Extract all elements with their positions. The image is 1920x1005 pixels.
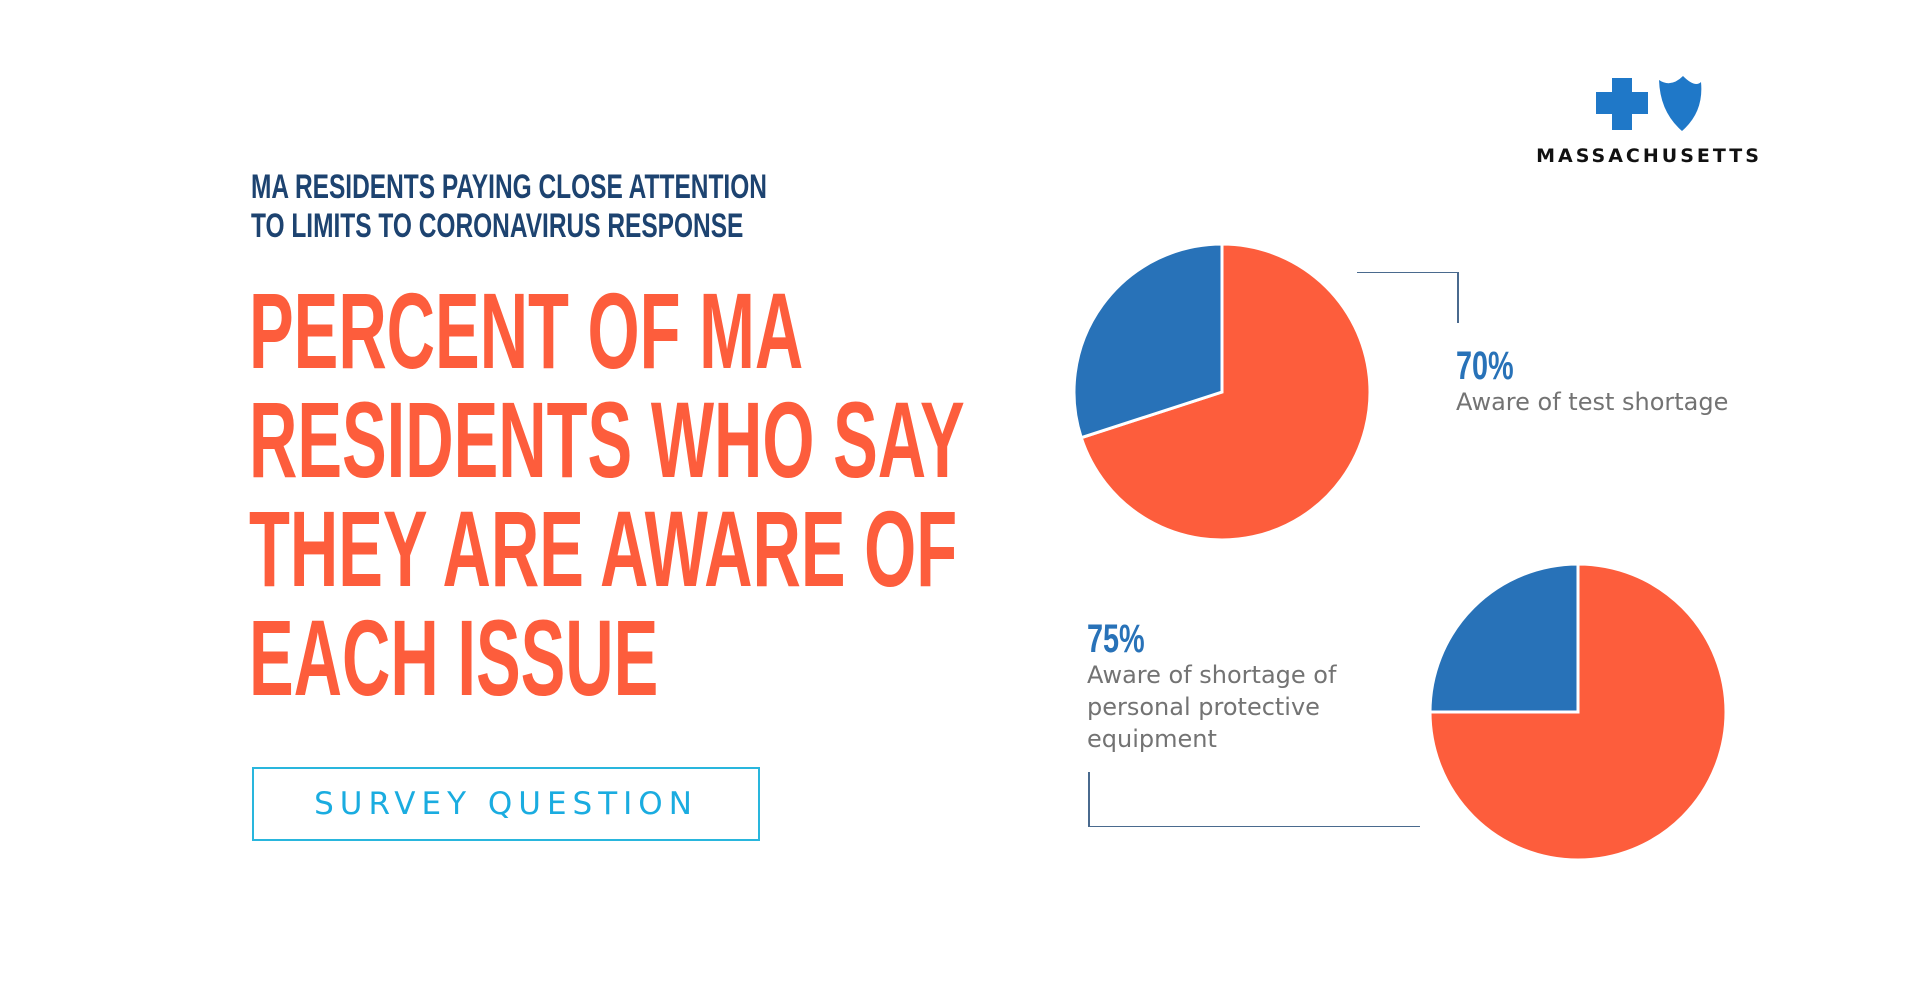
pie-chart-ppe-shortage (1428, 562, 1728, 862)
subtitle-line: MA RESIDENTS PAYING CLOSE ATTENTION (251, 168, 767, 206)
stat-label-test-shortage: Aware of test shortage (1456, 388, 1729, 416)
logo-icons (1596, 76, 1702, 131)
subtitle: MA RESIDENTS PAYING CLOSE ATTENTION TO L… (251, 168, 767, 246)
cross-icon (1596, 78, 1648, 130)
title-line: THEY ARE AWARE OF (249, 488, 958, 609)
pie-slice-not-aware (1072, 242, 1224, 440)
title-line: EACH ISSUE (249, 597, 659, 718)
stat-label-ppe-shortage: Aware of shortage of personal protective… (1087, 659, 1336, 755)
subtitle-line: TO LIMITS TO CORONAVIRUS RESPONSE (251, 207, 744, 245)
survey-question-label: SURVEY QUESTION (314, 786, 698, 822)
pie-chart-test-shortage (1072, 242, 1372, 542)
connector-line-1 (1357, 272, 1459, 323)
stat-label-line: equipment (1087, 725, 1217, 753)
page-title: PERCENT OF MA RESIDENTS WHO SAY THEY ARE… (249, 276, 965, 712)
pie-slice-aware (1079, 242, 1372, 542)
stat-value-ppe-shortage: 75% (1087, 617, 1145, 661)
bcbs-massachusetts-logo: MASSACHUSETTS (1534, 76, 1764, 176)
pie-slice-not-aware (1428, 562, 1580, 714)
stat-label-line: personal protective (1087, 693, 1320, 721)
title-line: RESIDENTS WHO SAY (249, 379, 965, 500)
title-line: PERCENT OF MA (249, 270, 804, 391)
shield-icon (1659, 76, 1702, 131)
stat-label-line: Aware of shortage of (1087, 661, 1337, 689)
survey-question-button[interactable]: SURVEY QUESTION (252, 767, 760, 841)
logo-text: MASSACHUSETTS (1536, 145, 1762, 167)
connector-line-2 (1088, 772, 1420, 827)
stat-value-test-shortage: 70% (1456, 344, 1514, 388)
